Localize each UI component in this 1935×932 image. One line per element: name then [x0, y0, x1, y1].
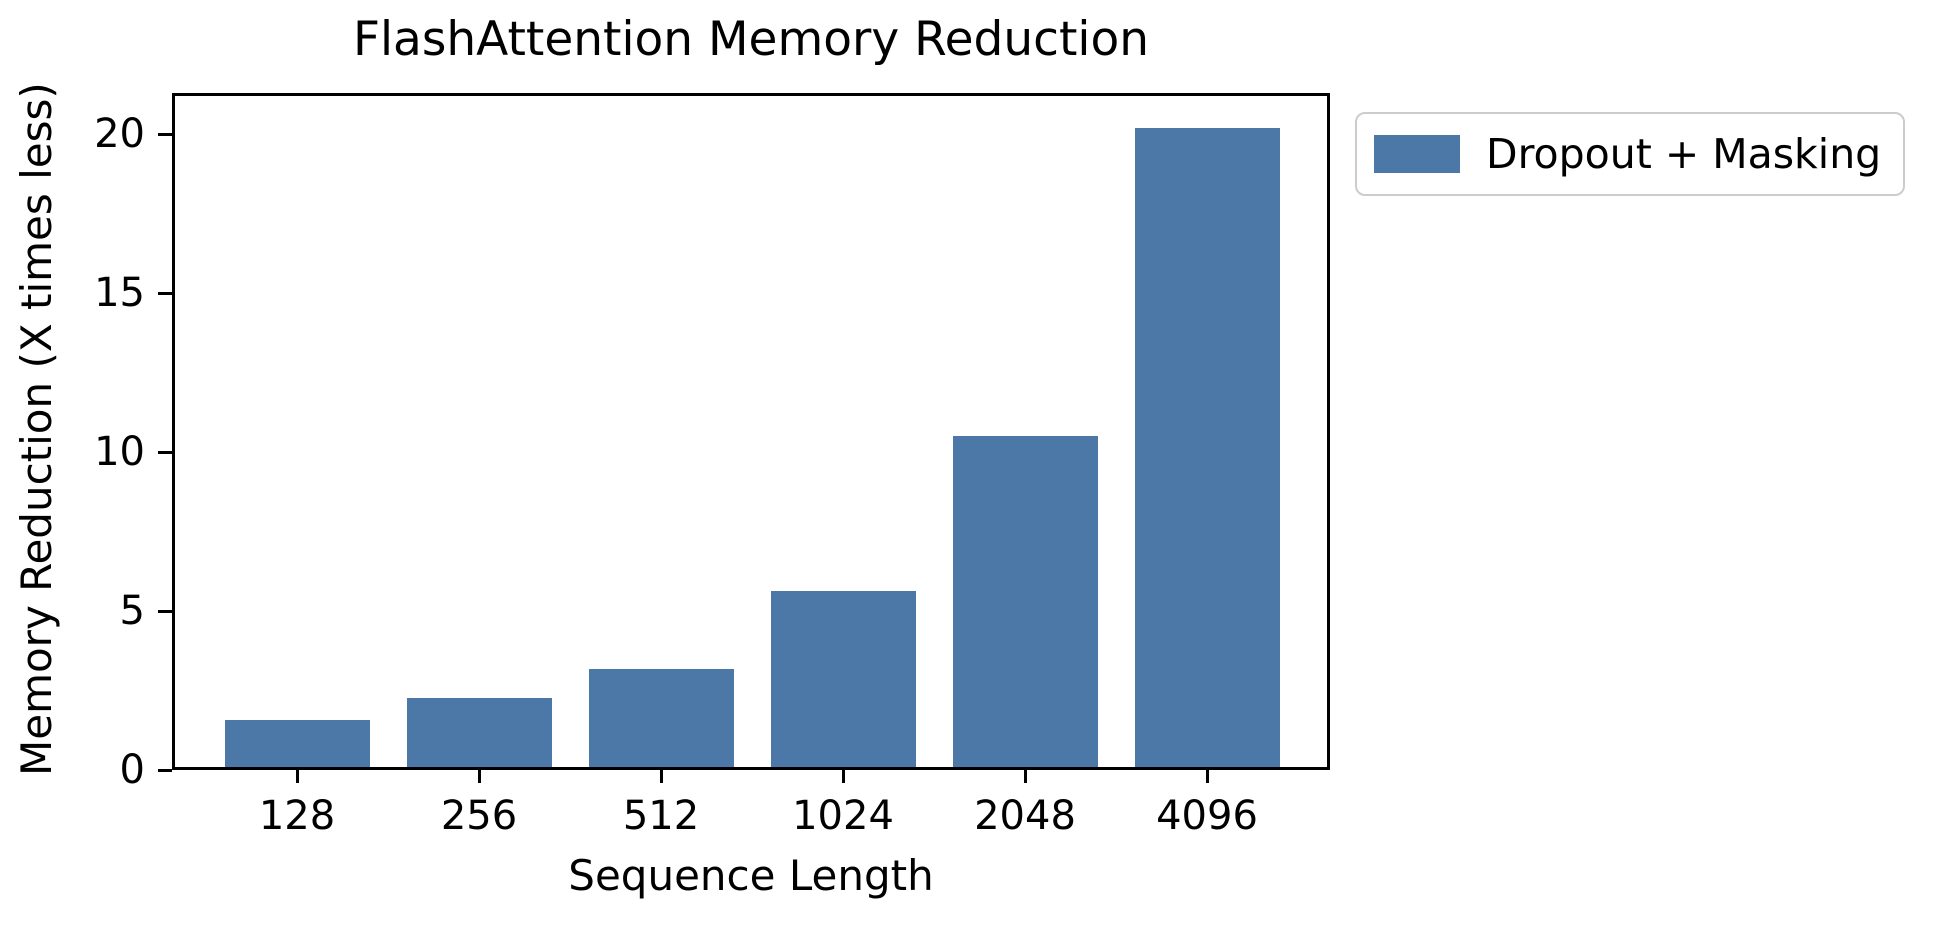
bar-512 — [588, 669, 734, 767]
x-tick-mark-1024 — [841, 770, 845, 783]
legend-swatch — [1374, 135, 1460, 173]
y-tick-label-20: 20 — [94, 111, 145, 158]
legend-label: Dropout + Masking — [1486, 130, 1882, 178]
x-tick-mark-256 — [477, 770, 481, 783]
y-tick-label-10: 10 — [94, 429, 145, 476]
x-tick-mark-2048 — [1023, 770, 1027, 783]
x-axis-label: Sequence Length — [568, 851, 934, 900]
bar-1024 — [770, 591, 916, 767]
x-tick-label-4096: 4096 — [1156, 793, 1258, 839]
bar-128 — [224, 720, 370, 767]
x-tick-label-2048: 2048 — [974, 793, 1076, 839]
chart-title: FlashAttention Memory Reduction — [352, 12, 1150, 67]
y-tick-mark-10 — [158, 450, 172, 454]
x-tick-mark-512 — [659, 770, 663, 783]
bar-2048 — [952, 436, 1098, 767]
bar-256 — [406, 698, 552, 767]
bar-4096 — [1134, 128, 1280, 767]
x-tick-mark-128 — [295, 770, 299, 783]
y-tick-mark-20 — [158, 132, 172, 136]
plot-area — [172, 93, 1330, 770]
y-tick-label-5: 5 — [119, 588, 145, 635]
x-tick-mark-4096 — [1205, 770, 1209, 783]
x-tick-label-512: 512 — [622, 793, 700, 839]
y-tick-mark-0 — [158, 768, 172, 772]
x-tick-label-1024: 1024 — [792, 793, 894, 839]
y-tick-mark-15 — [158, 291, 172, 295]
y-tick-label-15: 15 — [94, 270, 145, 317]
x-tick-label-128: 128 — [258, 793, 336, 839]
y-tick-mark-5 — [158, 609, 172, 613]
legend: Dropout + Masking — [1355, 112, 1905, 196]
x-tick-label-256: 256 — [440, 793, 518, 839]
y-tick-label-0: 0 — [119, 747, 145, 793]
